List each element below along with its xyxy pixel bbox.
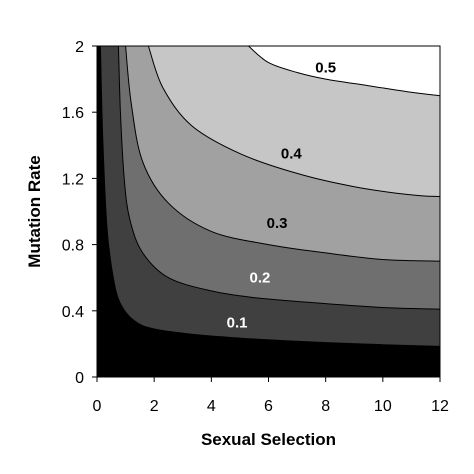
contour-line-0.4 [147, 45, 441, 198]
contour-label-0.5: 0.5 [315, 59, 336, 76]
y-tick-label-2: 2 [75, 39, 84, 56]
y-tick-label-0.8: 0.8 [62, 238, 84, 255]
y-axis: 0 0.4 0.8 1.2 1.6 2 [62, 39, 97, 387]
contour-label-0.3: 0.3 [267, 215, 288, 232]
x-axis: 0 2 4 6 8 10 12 [93, 377, 449, 415]
x-tick-label-2: 2 [150, 398, 159, 415]
x-axis-title: Sexual Selection [201, 430, 336, 449]
contour-line-0.3 [125, 45, 441, 262]
x-tick-label-6: 6 [264, 398, 273, 415]
x-tick-label-10: 10 [374, 398, 392, 415]
y-tick-label-1.2: 1.2 [62, 171, 84, 188]
x-tick-label-4: 4 [207, 398, 216, 415]
y-tick-label-0.4: 0.4 [62, 304, 84, 321]
contour-label-0.1: 0.1 [227, 314, 248, 331]
contour-fills [97, 46, 441, 377]
contour-line-0.5 [248, 45, 441, 97]
contour-line-0.1 [99, 45, 441, 347]
y-tick-label-0: 0 [75, 370, 84, 387]
contour-lines [99, 45, 441, 347]
contour-line-0.2 [117, 45, 441, 310]
contour-band-0.5 [248, 46, 440, 96]
x-tick-label-0: 0 [93, 398, 102, 415]
x-tick-label-12: 12 [431, 398, 449, 415]
contour-label-0.2: 0.2 [249, 270, 270, 287]
contour-label-0.4: 0.4 [281, 146, 303, 163]
y-tick-label-1.6: 1.6 [62, 105, 84, 122]
contour-labels: 0.1 0.2 0.3 0.4 0.5 [227, 59, 336, 331]
y-axis-title: Mutation Rate [25, 155, 44, 267]
x-tick-label-8: 8 [321, 398, 330, 415]
